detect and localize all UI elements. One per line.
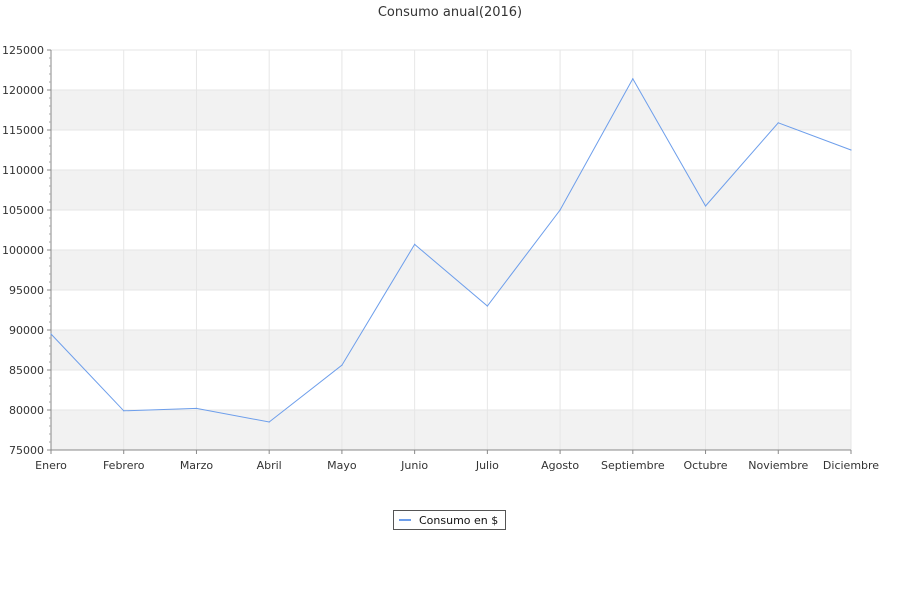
y-tick-label: 105000 [2,204,44,217]
data-point [777,122,779,124]
background-band [51,170,851,210]
data-point [704,205,707,207]
legend-swatch [399,519,411,521]
series-line [50,77,852,423]
data-point [341,364,343,366]
x-tick-label: Junio [400,459,428,472]
background-band [51,250,851,290]
y-tick-label: 95000 [9,284,44,297]
y-tick-label: 80000 [9,404,44,417]
data-point [486,305,488,307]
data-point [123,410,125,412]
x-tick-label: Agosto [541,459,579,472]
data-point [268,421,270,423]
data-point [632,78,634,80]
background-band [51,410,851,450]
x-tick-label: Julio [475,459,499,472]
x-tick-label: Enero [35,459,67,472]
y-tick-label: 110000 [2,164,44,177]
axis-ticks: 75000 80000 85000 90000 95000 100000 105000 110… [2,44,879,472]
y-tick-label: 100000 [2,244,44,257]
x-tick-label: Abril [257,459,282,472]
y-tick-label: 75000 [9,444,44,457]
legend-label: Consumo en $ [419,513,499,527]
legend: Consumo en $ [393,510,507,530]
y-tick-label: 115000 [2,124,44,137]
background-band [51,90,851,130]
x-tick-label: Febrero [103,459,145,472]
x-tick-label: Octubre [684,459,728,472]
x-tick-label: Mayo [327,459,357,472]
data-point [414,243,416,245]
y-tick-label: 85000 [9,364,44,377]
x-tick-label: Diciembre [823,459,879,472]
series-layer [50,77,852,423]
data-point [195,407,198,409]
data-point [50,333,52,335]
y-tick-label: 90000 [9,324,44,337]
x-tick-label: Marzo [180,459,214,472]
x-tick-label: Septiembre [601,459,665,472]
y-tick-label: 120000 [2,84,44,97]
data-point [559,209,561,211]
background-band [51,330,851,370]
data-point [850,149,852,151]
chart-title: Consumo anual(2016) [377,5,523,20]
x-tick-label: Noviembre [748,459,808,472]
y-tick-label: 125000 [2,44,44,57]
background-bands [51,90,851,450]
